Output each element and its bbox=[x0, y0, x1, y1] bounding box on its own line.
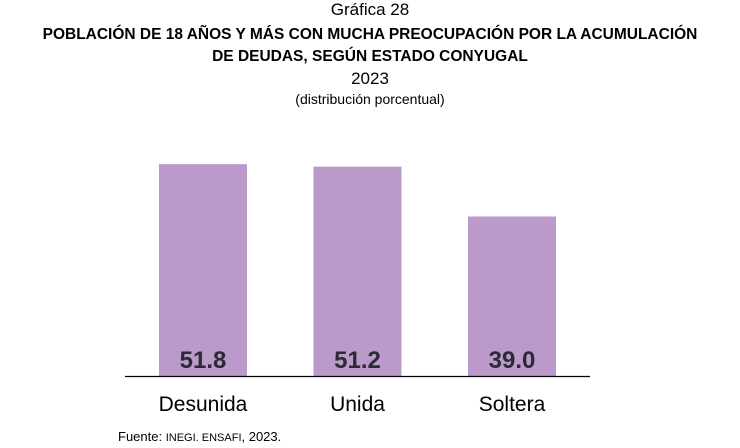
bar-unida bbox=[313, 166, 402, 376]
chart-title: POBLACIÓN DE 18 AÑOS Y MÁS CON MUCHA PRE… bbox=[0, 24, 740, 68]
chart-year: 2023 bbox=[351, 69, 389, 88]
source-suffix: , 2023. bbox=[241, 429, 282, 444]
chart-subtitle: (distribución porcentual) bbox=[295, 91, 445, 107]
bar-desunida bbox=[159, 164, 247, 376]
chart-title-line-1: POBLACIÓN DE 18 AÑOS Y MÁS CON MUCHA PRE… bbox=[42, 26, 698, 43]
data-label: 51.2 bbox=[334, 347, 381, 374]
source-prefix: Fuente: bbox=[118, 429, 166, 444]
source-body: INEGI. ENSAFI bbox=[165, 432, 242, 444]
chart-title-line-2: DE DEUDAS, SEGÚN ESTADO CONYUGAL bbox=[212, 48, 528, 65]
x-tick-label: Desunida bbox=[159, 393, 248, 416]
source-note: Fuente: INEGI. ENSAFI, 2023. bbox=[118, 429, 281, 444]
data-label: 39.0 bbox=[489, 347, 536, 374]
x-tick-label: Unida bbox=[330, 393, 385, 416]
x-tick-label: Soltera bbox=[479, 393, 546, 416]
data-label: 51.8 bbox=[180, 347, 227, 374]
chart-label: Gráfica 28 bbox=[330, 0, 410, 19]
bar-soltera bbox=[468, 216, 556, 376]
